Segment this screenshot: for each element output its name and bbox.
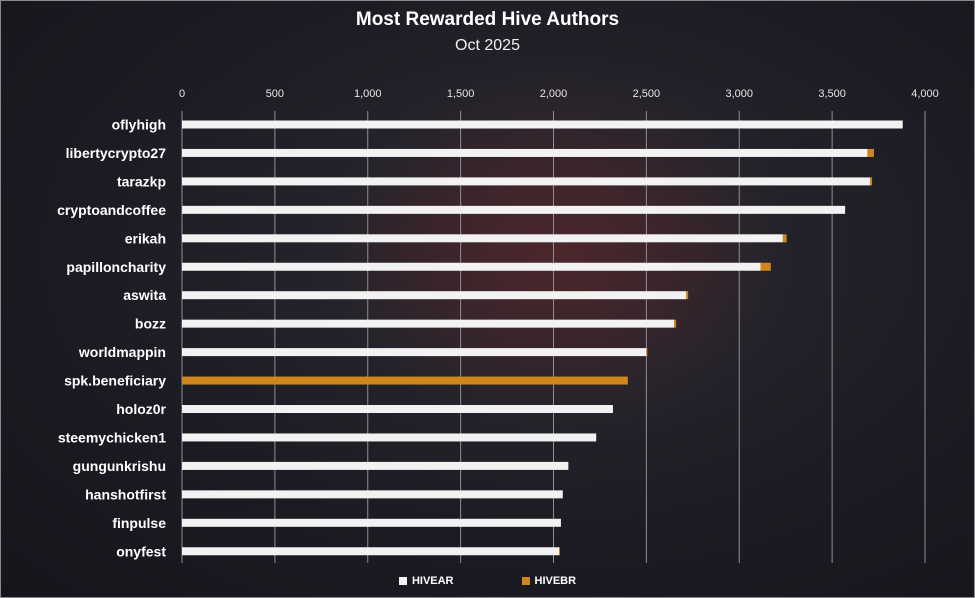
bar-hivebr [870,177,873,186]
legend-item-hivebr: HIVEBR [521,575,577,587]
bar-hivear [182,518,561,527]
legend: HIVEAR HIVEBR [1,575,974,587]
x-tick-label: 1,000 [354,88,382,100]
category-label: worldmappin [78,344,166,360]
category-label: libertycrypto27 [66,145,167,161]
chart-subtitle: Oct 2025 [455,37,520,54]
category-label: papilloncharity [66,259,166,275]
x-tick-label: 2,000 [540,88,568,100]
bar-hivear [182,547,560,556]
category-label: aswita [123,287,166,303]
category-label: bozz [135,316,166,332]
bar-hivear [182,148,868,157]
bar-hivear [182,319,675,328]
category-label: onyfest [116,543,166,559]
bar-hivear [182,205,846,214]
category-label: finpulse [112,515,166,531]
bar-hivear [182,348,647,357]
legend-label-hivear: HIVEAR [411,575,454,587]
category-label: spk.beneficiary [64,373,166,389]
bar-hivear [182,120,903,129]
x-tick-label: 4,000 [911,88,939,100]
legend-item-hivear: HIVEAR [398,575,454,587]
category-labels: oflyhigh libertycrypto27 tarazkp cryptoandc… [57,117,166,560]
bar-hivebr [674,319,677,328]
category-label: tarazkp [117,173,166,189]
bar-hivear [182,291,687,300]
bar-hivebr [782,234,787,243]
bar-hivear [182,490,563,499]
chart-title: Most Rewarded Hive Authors [355,9,620,30]
bar-hivebr [559,547,561,556]
bar-hivebr [646,348,648,357]
x-tick-label: 1,500 [447,88,475,100]
bar-hivebr [686,291,689,300]
x-tick-label: 2,500 [633,88,661,100]
bar-hivebr [867,148,874,157]
x-tick-label: 3,000 [725,88,753,100]
category-label: hanshotfirst [85,486,166,502]
legend-swatch-hivear [398,577,407,585]
bars [182,120,903,556]
category-label: holoz0r [116,401,166,417]
category-label: oflyhigh [112,117,166,133]
category-label: cryptoandcoffee [57,202,166,218]
gridlines [181,111,926,563]
bar-hivebr [760,262,771,271]
x-tick-label: 0 [179,88,185,100]
bar-hivebr [182,376,628,385]
legend-label-hivebr: HIVEBR [534,575,577,587]
bar-hivear [182,405,613,413]
bar-hivear [182,433,597,442]
x-axis-ticks: 0 500 1,000 1,500 2,000 2,500 3,000 3,500 4,000 [179,88,939,100]
bar-hivear [182,262,761,271]
bar-hivear [182,461,569,470]
bar-hivear [182,234,783,243]
category-label: erikah [125,230,166,246]
category-label: steemychicken1 [58,429,166,445]
category-label: gungunkrishu [73,458,166,474]
x-tick-label: 500 [266,88,284,100]
legend-swatch-hivebr [521,577,530,585]
bar-hivear [182,177,871,186]
x-tick-label: 3,500 [818,88,846,100]
